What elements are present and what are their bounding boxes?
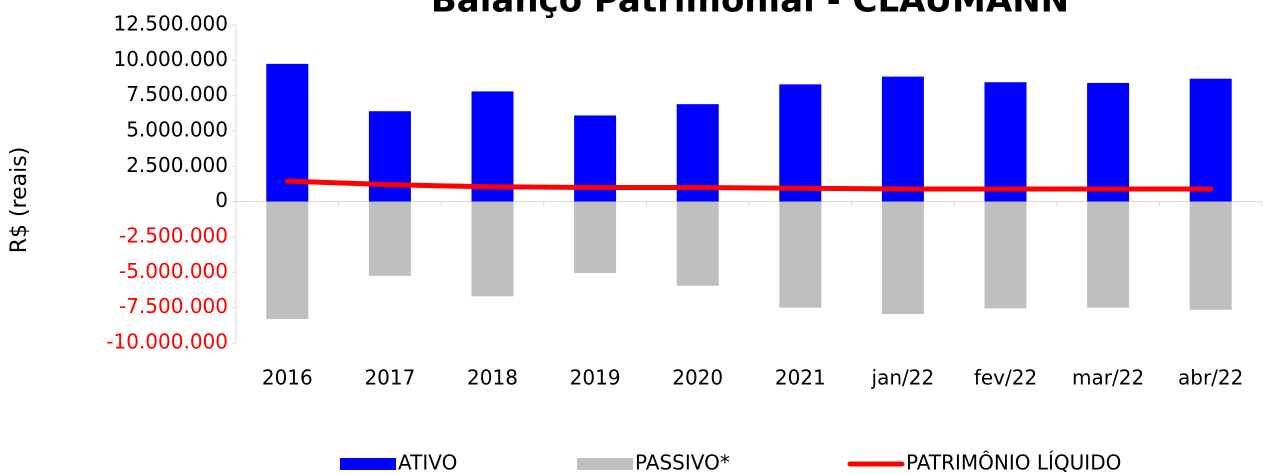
bar bbox=[984, 201, 1027, 309]
line bbox=[284, 178, 1214, 192]
bar bbox=[471, 201, 514, 297]
y-tick-label: -2.500.000 bbox=[119, 224, 228, 248]
x-tick-label: jan/22 bbox=[871, 366, 935, 390]
legend-swatch bbox=[340, 458, 396, 470]
y-tick-label: 5.000.000 bbox=[126, 118, 228, 142]
bar bbox=[266, 201, 309, 319]
bar bbox=[984, 82, 1027, 202]
bar bbox=[779, 84, 822, 202]
y-tick-label: 2.500.000 bbox=[126, 153, 228, 177]
bar bbox=[574, 201, 617, 274]
x-tick-label: mar/22 bbox=[1072, 366, 1144, 390]
x-tick-label: 2019 bbox=[570, 366, 621, 390]
x-tick-label: abr/22 bbox=[1178, 366, 1243, 390]
bar bbox=[368, 111, 411, 202]
legend-label: PATRIMÔNIO LÍQUIDO bbox=[906, 451, 1121, 474]
y-tick-label: 12.500.000 bbox=[113, 12, 228, 36]
bar bbox=[1087, 201, 1130, 308]
y-tick-label: -7.500.000 bbox=[119, 294, 228, 318]
bar bbox=[471, 91, 514, 202]
x-tick-label: 2018 bbox=[467, 366, 518, 390]
bar bbox=[1189, 201, 1232, 310]
bar bbox=[779, 201, 822, 308]
bar bbox=[1189, 78, 1232, 202]
legend-swatch bbox=[577, 458, 633, 470]
bar bbox=[1087, 82, 1130, 202]
y-axis-label: R$ (reais) bbox=[7, 147, 32, 254]
bar bbox=[676, 201, 719, 286]
x-tick-label: fev/22 bbox=[974, 366, 1037, 390]
y-tick-label: -10.000.000 bbox=[106, 330, 228, 354]
bar bbox=[881, 76, 924, 202]
y-tick-label: 10.000.000 bbox=[113, 47, 228, 71]
x-tick-label: 2016 bbox=[262, 366, 313, 390]
legend-label: ATIVO bbox=[398, 451, 457, 474]
bar bbox=[881, 201, 924, 315]
x-tick-label: 2021 bbox=[775, 366, 826, 390]
y-tick-label: 7.500.000 bbox=[126, 82, 228, 106]
chart-title: Balanço Patrimonial - CLAUMANN bbox=[431, 0, 1069, 21]
y-tick-label: -5.000.000 bbox=[119, 259, 228, 283]
x-tick-label: 2020 bbox=[672, 366, 723, 390]
x-tick-label: 2017 bbox=[364, 366, 415, 390]
bar bbox=[368, 201, 411, 276]
legend-label: PASSIVO* bbox=[635, 451, 730, 474]
y-tick-label: 0 bbox=[215, 188, 228, 212]
